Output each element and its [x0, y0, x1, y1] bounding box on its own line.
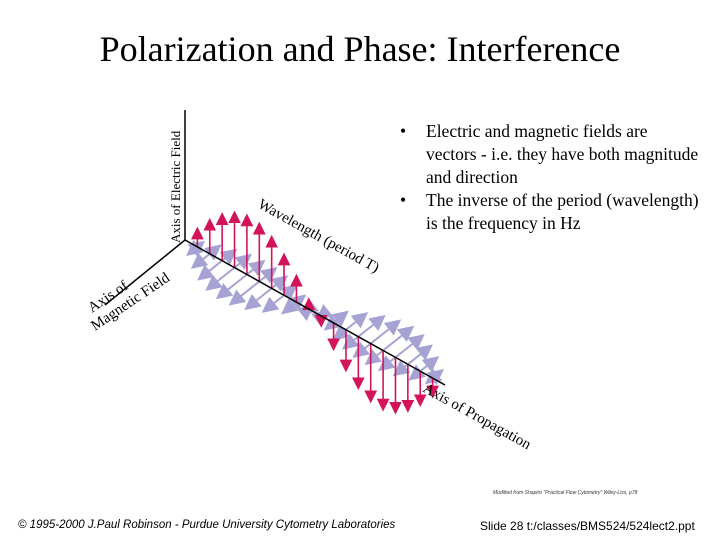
bullet-item: • The inverse of the period (wavelength) … — [400, 189, 700, 235]
magnetic-field-vector — [394, 334, 425, 359]
magnetic-field-vector — [357, 314, 386, 338]
magnetic-field-vector — [408, 364, 426, 381]
magnetic-field-vector — [190, 252, 211, 269]
electric-field-vectors — [190, 210, 440, 415]
magnetic-field-vector — [219, 248, 238, 265]
magnetic-field-vector — [204, 244, 222, 261]
axes — [104, 110, 446, 386]
magnetic-field-vector — [185, 239, 204, 256]
source-credit: Modified from Shapiro "Practical Flow Cy… — [493, 490, 638, 496]
electric-axis-label: Axis of Electric Field — [168, 130, 183, 243]
bullet-dot: • — [400, 121, 407, 141]
magnetic-field-vector — [419, 356, 440, 373]
propagation-axis-label: Axis of Propagation — [420, 381, 534, 454]
magnetic-field-vector — [382, 325, 415, 352]
magnetic-field-vector — [280, 284, 298, 301]
wavelength-label: Wavelength (period T) — [255, 197, 382, 277]
magnetic-field-vector — [197, 259, 223, 281]
slide-reference: Slide 28 t:/classes/BMS524/524lect2.ppt — [480, 519, 695, 533]
magnetic-field-vector — [261, 294, 285, 313]
bullet-list: • Electric and magnetic fields are vector… — [400, 120, 700, 235]
magnetic-field-vector — [331, 310, 349, 327]
magnetic-field-vector — [407, 344, 433, 366]
magnetic-field-vector — [426, 369, 445, 386]
magnetic-field-vector — [323, 314, 342, 331]
propagation-axis-line — [184, 239, 446, 386]
magnetic-field-vector — [215, 273, 248, 300]
bullet-text: Electric and magnetic fields are vectors… — [426, 121, 699, 187]
magnetic-field-vector — [392, 360, 411, 377]
magnetic-field-vector — [341, 333, 360, 350]
magnetic-field-vector — [281, 298, 299, 315]
magnetic-field-vector — [288, 294, 307, 311]
magnetic-field-vector — [228, 280, 260, 306]
slide-title: Polarization and Phase: Interference — [99, 29, 621, 69]
magnetic-field-vector — [244, 287, 273, 311]
magnetic-field-vector — [370, 319, 402, 345]
bullet-item: • Electric and magnetic fields are vector… — [400, 120, 700, 189]
magnetic-field-vector — [205, 266, 236, 291]
bullet-dot: • — [400, 190, 407, 210]
copyright-footer: © 1995-2000 J.Paul Robinson - Purdue Uni… — [18, 519, 396, 531]
magnetic-axis-line — [104, 239, 186, 306]
magnetic-field-vector — [345, 312, 369, 331]
magnetic-field-vector — [332, 324, 350, 341]
bullet-text: The inverse of the period (wavelength) i… — [426, 190, 699, 233]
magnetic-field-vector — [270, 275, 289, 292]
